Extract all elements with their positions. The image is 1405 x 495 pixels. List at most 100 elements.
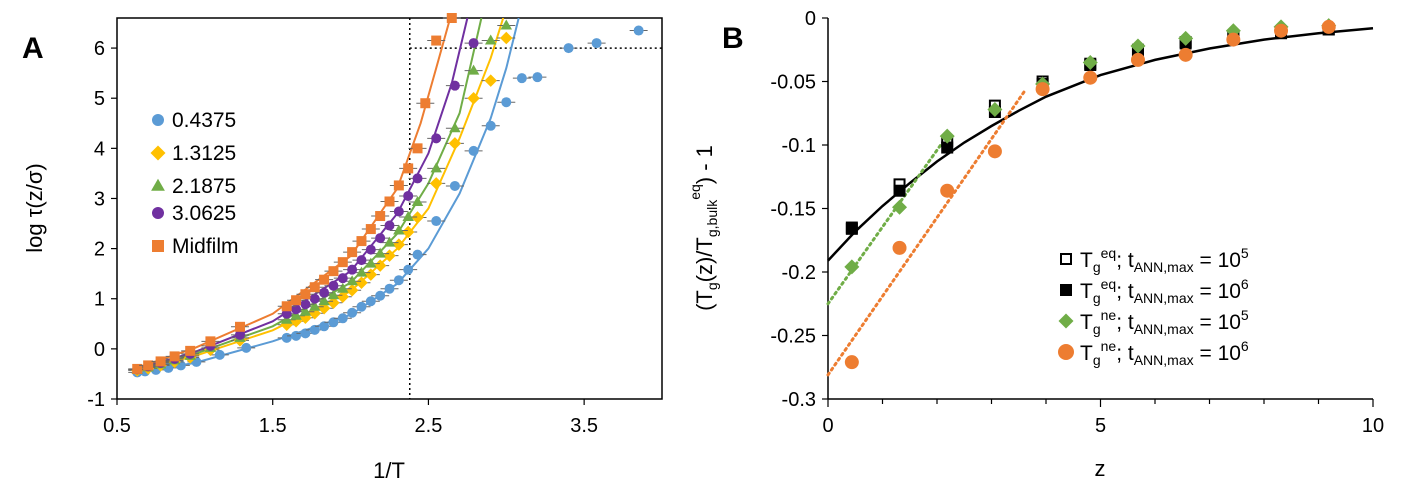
- legend-b-t: t: [1128, 342, 1134, 365]
- data-point-2.1875: [280, 313, 293, 324]
- plot-a-reference-lines: [408, 18, 662, 399]
- data-point-1.3125: [484, 74, 497, 87]
- y-tick-label: 0: [805, 8, 816, 30]
- data-point-Midfilm: [132, 363, 143, 374]
- data-point-1.3125: [345, 283, 359, 297]
- data-point-0.4375: [309, 324, 320, 335]
- data-point-Midfilm: [169, 351, 180, 362]
- legend-b-base: 10: [1218, 249, 1241, 272]
- legend-b-symbol: [1060, 284, 1072, 296]
- svg-text:Tgeq; tANN,max = 106: Tgeq; tANN,max = 106: [1080, 276, 1249, 306]
- data-point-eq-1e6: [941, 141, 954, 154]
- data-point-2.1875: [484, 34, 497, 45]
- legend-b-eqsign: =: [1194, 342, 1218, 365]
- data-point-Midfilm: [337, 257, 348, 268]
- legend-b-g: g: [1093, 259, 1101, 275]
- legend-b-marker: [1058, 313, 1074, 329]
- data-point-ne-1e5: [892, 199, 908, 215]
- data-point-0.4375: [241, 342, 252, 353]
- legend-b-t: t: [1128, 311, 1134, 334]
- legend-b-exp: 6: [1241, 276, 1249, 292]
- data-point-1.3125: [373, 259, 387, 272]
- legend-a-marker: [152, 240, 164, 252]
- data-point-0.4375: [393, 275, 404, 286]
- x-tick-label: 1.5: [259, 415, 287, 437]
- legend-b-exp: 5: [1241, 245, 1249, 261]
- data-point-3.0625: [384, 220, 395, 231]
- fit-line: [826, 133, 950, 306]
- data-point-ne-1e5: [987, 101, 1003, 117]
- plot-b-data-points: [844, 18, 1337, 370]
- data-point-0.4375: [532, 72, 543, 83]
- legend-b-item: Tgne; tANN,max = 106: [1058, 338, 1249, 368]
- data-point-1.3125: [411, 211, 424, 224]
- data-point-3.0625: [235, 329, 246, 340]
- ylabel-b-g: g: [704, 282, 720, 290]
- data-point-1.3125: [467, 91, 480, 105]
- data-point-3.0625: [375, 233, 386, 244]
- data-point-2.1875: [393, 224, 405, 235]
- data-point-0.4375: [384, 283, 395, 294]
- y-tick-label: -0.3: [782, 389, 816, 411]
- data-point-1.3125: [401, 225, 415, 239]
- data-point-ne-1e5: [1178, 30, 1194, 46]
- legend-a-item: 3.0625: [152, 202, 236, 225]
- data-point-3.0625: [468, 38, 479, 49]
- data-point-Midfilm: [375, 211, 386, 222]
- panel-a: A 0.5 1.5 2.5 3.5 -1 0 1 2 3 4 5 6 1/T log τ(z/σ) 0…: [22, 13, 663, 483]
- legend-b-ann: ANN,max: [1134, 352, 1194, 368]
- data-point-ne-1e6: [1130, 52, 1145, 67]
- data-point-1.3125: [429, 177, 443, 190]
- x-tick-label: 0: [822, 415, 833, 437]
- data-point-Midfilm: [155, 356, 166, 367]
- data-point-0.4375: [403, 264, 414, 275]
- fit-line: [826, 90, 1026, 377]
- fit-curve-0.4375: [132, 18, 520, 375]
- data-point-ne-1e6: [844, 355, 859, 370]
- plot-b-ticks: 0 5 100-0.05-0.1-0.15-0.2-0.25-0.3: [770, 8, 1384, 437]
- x-tick-label: 2.5: [415, 415, 443, 437]
- data-point-ne-1e6: [940, 183, 955, 198]
- x-tick-label: 10: [1362, 415, 1384, 437]
- plot-a-y-axis-label: log τ(z/σ): [22, 163, 47, 253]
- legend-b-base: 10: [1218, 311, 1241, 334]
- data-point-0.4375: [563, 43, 574, 54]
- data-point-ne-1e6: [987, 144, 1002, 159]
- data-point-ne-1e5: [1082, 54, 1098, 70]
- y-tick-label: 0: [94, 339, 105, 361]
- legend-b-T: T: [1080, 280, 1093, 303]
- data-point-0.4375: [468, 145, 479, 156]
- legend-b-sup: eq: [1101, 245, 1117, 261]
- legend-b-T: T: [1080, 249, 1093, 272]
- data-point-eq-1e6: [845, 222, 858, 235]
- data-point-Midfilm: [420, 98, 431, 109]
- legend-b-t: t: [1128, 280, 1134, 303]
- y-tick-label: -1: [87, 389, 105, 411]
- data-point-Midfilm: [143, 360, 154, 371]
- data-point-1.3125: [448, 137, 462, 150]
- y-tick-label: -0.05: [770, 72, 816, 94]
- data-point-0.4375: [449, 180, 460, 191]
- legend-a-label: 3.0625: [172, 202, 236, 225]
- data-point-0.4375: [319, 321, 330, 332]
- plot-b-x-axis-label: z: [1095, 456, 1106, 481]
- data-point-Midfilm: [431, 35, 442, 46]
- data-point-3.0625: [365, 244, 376, 255]
- data-point-3.0625: [347, 264, 358, 275]
- data-point-3.0625: [449, 80, 460, 91]
- legend-b-eqsign: =: [1194, 311, 1218, 334]
- data-point-0.4375: [214, 349, 225, 360]
- legend-b-ann: ANN,max: [1134, 321, 1194, 337]
- plot-b-legend: Tgeq; tANN,max = 105 Tgeq; tANN,max = 10…: [1058, 245, 1249, 368]
- legend-b-exp: 6: [1241, 338, 1249, 354]
- legend-b-sup: ne: [1101, 338, 1117, 354]
- legend-b-item: Tgeq; tANN,max = 106: [1060, 276, 1249, 306]
- data-point-1.3125: [327, 296, 340, 309]
- data-point-3.0625: [356, 255, 367, 266]
- plot-b-fit-lines: [826, 26, 1374, 377]
- data-point-3.0625: [393, 206, 404, 217]
- data-point-2.1875: [327, 289, 340, 300]
- data-point-1.3125: [355, 276, 368, 289]
- y-tick-label: 2: [94, 239, 105, 261]
- data-point-Midfilm: [281, 301, 292, 312]
